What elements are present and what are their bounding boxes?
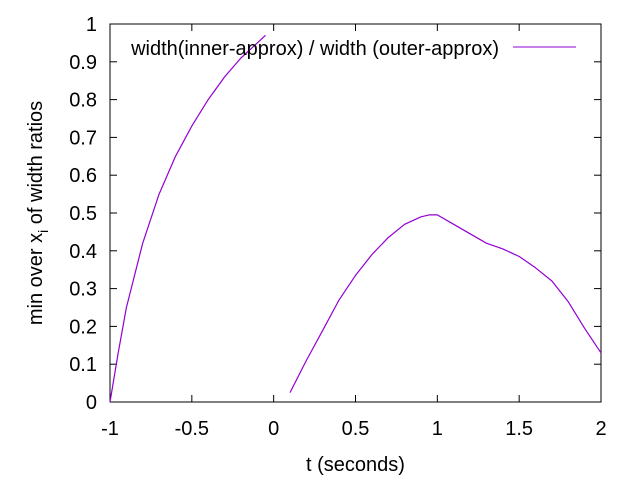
x-axis-label: t (seconds) <box>306 454 405 476</box>
y-tick-label: 1 <box>86 14 97 36</box>
x-tick-label: 1 <box>432 418 443 440</box>
tick-labels: -1 -0.5 0 0.5 1 1.5 2 0 0.1 0.2 0.3 0.4 0.5 0.6 0.7 0.8… <box>69 14 606 440</box>
series-line <box>289 214 602 393</box>
y-tick-label: 0.1 <box>69 354 97 376</box>
y-axis-label-rest: of width ratios <box>25 101 47 230</box>
series-line <box>109 34 266 403</box>
y-tick-label: 0 <box>86 392 97 414</box>
series-group <box>109 34 602 403</box>
y-axis-label-subscript: i <box>35 230 51 233</box>
legend: width(inner-approx) / width (outer-appro… <box>130 38 576 60</box>
y-tick-label: 0.2 <box>69 316 97 338</box>
x-tick-label: 0.5 <box>342 418 370 440</box>
y-tick-label: 0.5 <box>69 203 97 225</box>
y-tick-label: 0.8 <box>69 90 97 112</box>
plot-frame <box>109 23 602 403</box>
y-axis-label-main: min over x <box>25 233 47 325</box>
y-tick-label: 0.7 <box>69 127 97 149</box>
x-tick-label: 2 <box>595 418 606 440</box>
y-axis-label: min over xi of width ratios <box>25 101 51 325</box>
axis-ticks <box>109 23 602 403</box>
y-tick-label: 0.3 <box>69 279 97 301</box>
y-tick-label: 0.6 <box>69 165 97 187</box>
x-tick-label: -0.5 <box>175 418 209 440</box>
y-tick-label: 0.4 <box>69 241 97 263</box>
legend-label: width(inner-approx) / width (outer-appro… <box>130 38 499 60</box>
x-tick-label: 1.5 <box>505 418 533 440</box>
y-tick-label: 0.9 <box>69 52 97 74</box>
x-tick-label: 0 <box>268 418 279 440</box>
x-tick-label: -1 <box>101 418 119 440</box>
